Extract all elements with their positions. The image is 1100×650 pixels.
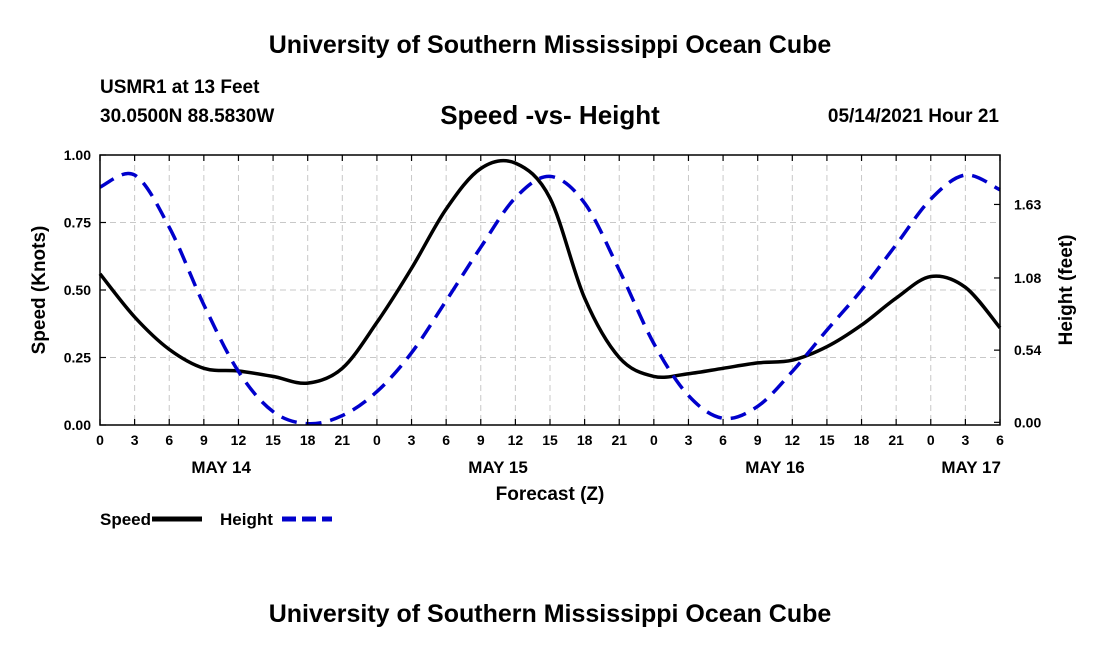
- station-name: USMR1 at 13 Feet: [100, 77, 260, 98]
- day-label: MAY 16: [745, 458, 805, 477]
- x-tick-label: 0: [650, 432, 658, 448]
- series-line-speed: [98, 158, 1002, 386]
- x-tick-label: 12: [508, 432, 524, 448]
- legend-label-height: Height: [220, 510, 273, 529]
- x-tick-label: 12: [785, 432, 801, 448]
- day-label: MAY 15: [468, 458, 528, 477]
- x-tick-label: 0: [373, 432, 381, 448]
- x-tick-label: 15: [819, 432, 835, 448]
- x-tick-label: 18: [854, 432, 870, 448]
- x-tick-label: 21: [335, 432, 351, 448]
- x-tick-label: 21: [888, 432, 904, 448]
- x-tick-label: 21: [611, 432, 627, 448]
- x-tick-label: 3: [131, 432, 139, 448]
- chart-title: Speed -vs- Height: [440, 100, 660, 130]
- x-tick-label: 9: [200, 432, 208, 448]
- y2-tick-label: 0.00: [1014, 414, 1041, 430]
- legend: Speed Height: [100, 510, 332, 529]
- x-tick-label: 18: [577, 432, 593, 448]
- y2-axis-title: Height (feet): [1056, 235, 1077, 346]
- y-tick-label: 0.25: [64, 350, 91, 366]
- axes: 0 3 6 9 12 15 18 21 0 3 6 9 12 15 18 21 0 3 6 9 12 15 18 21 0 3 60…: [29, 147, 1077, 505]
- station-coordinates: 30.0500N 88.5830W: [100, 106, 275, 127]
- y-tick-label: 0.75: [64, 215, 91, 231]
- y-tick-label: 0.00: [64, 417, 91, 433]
- x-tick-label: 6: [719, 432, 727, 448]
- x-tick-label: 3: [685, 432, 693, 448]
- x-tick-label: 6: [442, 432, 450, 448]
- x-tick-label: 15: [265, 432, 281, 448]
- y-tick-label: 1.00: [64, 147, 91, 163]
- y2-tick-label: 1.63: [1014, 196, 1041, 212]
- valid-time: 05/14/2021 Hour 21: [827, 106, 999, 127]
- x-tick-label: 9: [477, 432, 485, 448]
- x-tick-label: 6: [996, 432, 1004, 448]
- x-tick-label: 15: [542, 432, 558, 448]
- day-label: MAY 17: [941, 458, 1001, 477]
- bottom-title: University of Southern Mississippi Ocean…: [268, 600, 832, 628]
- x-tick-label: 3: [961, 432, 969, 448]
- series-layer: [98, 158, 1002, 426]
- series-line-height: [99, 171, 1001, 426]
- y2-tick-label: 1.08: [1014, 270, 1041, 286]
- x-tick-label: 6: [165, 432, 173, 448]
- x-tick-label: 9: [754, 432, 762, 448]
- y2-tick-label: 0.54: [1014, 342, 1041, 358]
- top-title: University of Southern Mississippi Ocean…: [268, 31, 832, 59]
- y-axis-title: Speed (Knots): [29, 226, 50, 355]
- day-label: MAY 14: [191, 458, 251, 477]
- x-tick-label: 0: [96, 432, 104, 448]
- x-tick-label: 12: [231, 432, 247, 448]
- x-axis-title: Forecast (Z): [496, 484, 605, 505]
- y-tick-label: 0.50: [64, 282, 91, 298]
- x-tick-label: 18: [300, 432, 316, 448]
- x-tick-label: 0: [927, 432, 935, 448]
- legend-label-speed: Speed: [100, 510, 151, 529]
- x-tick-label: 3: [408, 432, 416, 448]
